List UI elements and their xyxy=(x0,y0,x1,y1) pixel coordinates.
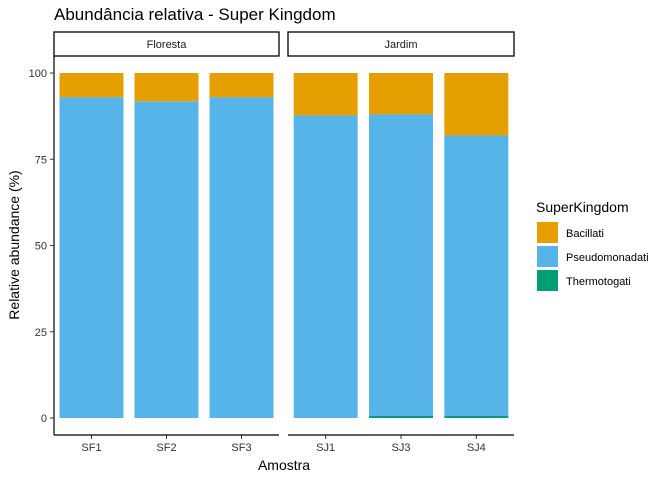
y-axis: 0 25 50 75 100 xyxy=(29,56,55,435)
bar-sj3-thermotogati xyxy=(369,415,433,418)
facet-strip xyxy=(287,31,515,57)
bar-sf2-pseudomonadati xyxy=(134,101,199,418)
bar-sf1-pseudomonadati xyxy=(59,97,124,419)
bar-sf2-bacillati xyxy=(134,73,199,102)
bar-sf3-pseudomonadati xyxy=(209,97,274,419)
legend: SuperKingdom Bacillati Pseudomonadati Ther… xyxy=(536,199,649,291)
x-tick-label: SF1 xyxy=(81,442,101,454)
facet-strip-label: Floresta xyxy=(147,39,188,51)
y-tick-label: 0 xyxy=(41,413,47,425)
bar-sj4-pseudomonadati xyxy=(444,135,509,416)
bar-sj3-bacillati xyxy=(369,73,433,115)
legend-key-pseudomonadati xyxy=(537,246,558,267)
y-tick-label: 100 xyxy=(29,68,47,80)
facet-panel-floresta: Floresta SF1 SF2 SF3 xyxy=(53,31,280,454)
x-tick-label: SJ4 xyxy=(467,442,486,454)
bar-sj1-bacillati xyxy=(293,73,358,116)
bar-sj4-thermotogati xyxy=(444,415,509,418)
legend-key-thermotogati xyxy=(537,270,558,291)
legend-label: Thermotogati xyxy=(566,276,631,288)
bar-sj4-bacillati xyxy=(444,73,509,136)
legend-label: Pseudomonadati xyxy=(566,252,649,264)
bar-sj3-pseudomonadati xyxy=(369,114,433,416)
bar-sf3-bacillati xyxy=(209,73,274,98)
y-axis-label: Relative abundance (%) xyxy=(6,170,22,319)
chart-title: Abundância relativa - Super Kingdom xyxy=(54,5,336,24)
legend-label: Bacillati xyxy=(566,228,604,240)
y-tick-label: 25 xyxy=(35,327,47,339)
facet-strip-label: Jardim xyxy=(384,39,417,51)
bar-sj1-pseudomonadati xyxy=(293,115,358,418)
facet-panels: Floresta SF1 SF2 SF3 Jardim SJ1 SJ3 SJ4 xyxy=(53,31,515,454)
y-tick-label: 50 xyxy=(35,241,47,253)
facet-panel-jardim: Jardim SJ1 SJ3 SJ4 xyxy=(287,31,515,454)
x-tick-label: SJ3 xyxy=(392,442,411,454)
x-tick-label: SJ1 xyxy=(316,442,335,454)
y-tick-label: 75 xyxy=(35,154,47,166)
x-axis-label: Amostra xyxy=(258,457,310,473)
legend-title: SuperKingdom xyxy=(536,199,629,215)
bar-sf1-bacillati xyxy=(59,73,124,98)
facet-strip xyxy=(53,31,280,57)
legend-key-bacillati xyxy=(537,222,558,243)
x-tick-label: SF2 xyxy=(156,442,176,454)
x-tick-label: SF3 xyxy=(231,442,251,454)
